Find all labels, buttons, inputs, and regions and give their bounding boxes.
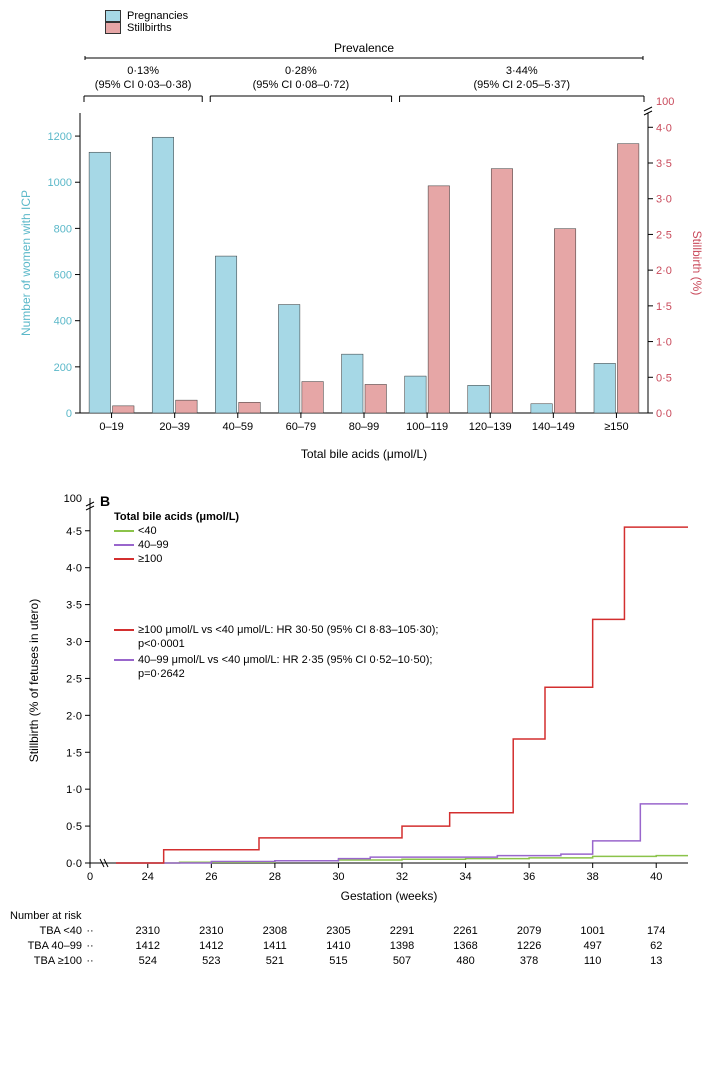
svg-text:Number of women with ICP: Number of women with ICP (19, 190, 33, 336)
panel-a-svg: 0 200 400 600 800 1000 1200 0·0 0·5 1·0 1·5 2·0 2·5 3… (10, 38, 703, 468)
panel-b-chart: 0·0 0·5 1·0 1·5 2·0 2·5 3·0 3·5 4·0 4·5 100 0 24 26 28… (10, 488, 703, 908)
svg-text:≥100: ≥100 (138, 553, 162, 565)
svg-text:600: 600 (54, 270, 72, 282)
svg-text:Total bile acids (μmol/L): Total bile acids (μmol/L) (114, 511, 239, 523)
svg-text:3·5: 3·5 (656, 158, 672, 170)
svg-text:20–39: 20–39 (159, 421, 190, 433)
svg-text:p<0·0001: p<0·0001 (138, 638, 185, 650)
legend-swatch-stillbirths (105, 22, 121, 34)
legend-label-stillbirths: Stillbirths (127, 22, 172, 34)
svg-text:0·13%: 0·13% (127, 65, 159, 77)
svg-text:3·44%: 3·44% (506, 65, 538, 77)
svg-text:30: 30 (332, 871, 344, 883)
svg-text:2·0: 2·0 (66, 710, 82, 722)
svg-text:40–99 μmol/L vs <40 μmol/L: HR: 40–99 μmol/L vs <40 μmol/L: HR 2·35 (95%… (138, 654, 432, 666)
svg-text:Stillbirth (%): Stillbirth (%) (690, 231, 703, 296)
svg-text:B: B (100, 493, 110, 509)
legend-label-pregnancies: Pregnancies (127, 10, 188, 22)
svg-text:≥100 μmol/L vs <40 μmol/L: HR: ≥100 μmol/L vs <40 μmol/L: HR 30·50 (95%… (138, 624, 438, 636)
svg-text:400: 400 (54, 316, 72, 328)
svg-text:28: 28 (269, 871, 281, 883)
svg-text:0·5: 0·5 (656, 372, 672, 384)
svg-text:34: 34 (459, 871, 471, 883)
svg-text:100: 100 (656, 96, 674, 108)
svg-text:0·28%: 0·28% (285, 65, 317, 77)
svg-text:38: 38 (587, 871, 599, 883)
svg-text:Prevalence: Prevalence (334, 41, 394, 55)
svg-text:1·0: 1·0 (656, 337, 672, 349)
svg-text:4·0: 4·0 (656, 122, 672, 134)
panel-b: 0·0 0·5 1·0 1·5 2·0 2·5 3·0 3·5 4·0 4·5 100 0 24 26 28… (10, 488, 703, 974)
svg-text:Stillbirth (% of fetuses in ut: Stillbirth (% of fetuses in utero) (27, 599, 41, 762)
svg-text:4·0: 4·0 (66, 563, 82, 575)
svg-text:3·0: 3·0 (66, 637, 82, 649)
panel-a: Pregnancies Stillbirths 0 200 400 600 800 100… (10, 10, 703, 468)
svg-text:36: 36 (523, 871, 535, 883)
svg-text:1·5: 1·5 (656, 301, 672, 313)
svg-text:0: 0 (66, 408, 72, 420)
svg-text:120–139: 120–139 (469, 421, 512, 433)
svg-text:(95% CI 0·03–0·38): (95% CI 0·03–0·38) (95, 79, 192, 91)
svg-text:40–59: 40–59 (222, 421, 253, 433)
svg-text:100–119: 100–119 (406, 421, 448, 433)
svg-text:80–99: 80–99 (349, 421, 380, 433)
svg-text:60–79: 60–79 (286, 421, 317, 433)
svg-text:200: 200 (54, 362, 72, 374)
svg-text:2·5: 2·5 (656, 229, 672, 241)
panel-b-svg: 0·0 0·5 1·0 1·5 2·0 2·5 3·0 3·5 4·0 4·5 100 0 24 26 28… (10, 488, 703, 908)
svg-text:p=0·2642: p=0·2642 (138, 668, 185, 680)
svg-text:Gestation (weeks): Gestation (weeks) (341, 889, 438, 903)
svg-text:4·5: 4·5 (66, 526, 82, 538)
svg-text:3·0: 3·0 (656, 194, 672, 206)
svg-text:800: 800 (54, 223, 72, 235)
svg-text:24: 24 (142, 871, 154, 883)
legend-swatch-pregnancies (105, 10, 121, 22)
svg-text:40: 40 (650, 871, 662, 883)
svg-text:1200: 1200 (48, 131, 72, 143)
svg-text:0–19: 0–19 (99, 421, 123, 433)
svg-text:(95% CI 0·08–0·72): (95% CI 0·08–0·72) (253, 79, 350, 91)
svg-text:Total bile acids (μmol/L): Total bile acids (μmol/L) (301, 447, 427, 461)
svg-text:0·5: 0·5 (66, 821, 82, 833)
svg-text:100: 100 (64, 493, 82, 505)
svg-text:140–149: 140–149 (532, 421, 575, 433)
svg-text:2·0: 2·0 (656, 265, 672, 277)
svg-text:<40: <40 (138, 525, 157, 537)
svg-text:2·5: 2·5 (66, 673, 82, 685)
svg-text:32: 32 (396, 871, 408, 883)
panel-a-chart: 0 200 400 600 800 1000 1200 0·0 0·5 1·0 1·5 2·0 2·5 3… (10, 38, 703, 468)
svg-text:1·0: 1·0 (66, 784, 82, 796)
svg-text:1000: 1000 (48, 177, 72, 189)
svg-text:0: 0 (87, 871, 93, 883)
svg-text:(95% CI 2·05–5·37): (95% CI 2·05–5·37) (473, 79, 570, 91)
svg-text:40–99: 40–99 (138, 539, 169, 551)
svg-text:≥150: ≥150 (604, 421, 628, 433)
svg-text:0·0: 0·0 (66, 858, 82, 870)
svg-text:26: 26 (205, 871, 217, 883)
svg-text:0·0: 0·0 (656, 408, 672, 420)
panel-a-legend: Pregnancies Stillbirths (105, 10, 703, 34)
svg-text:3·5: 3·5 (66, 600, 82, 612)
number-at-risk-table: Number at riskTBA <40··23102310230823052… (10, 910, 703, 974)
svg-text:1·5: 1·5 (66, 747, 82, 759)
